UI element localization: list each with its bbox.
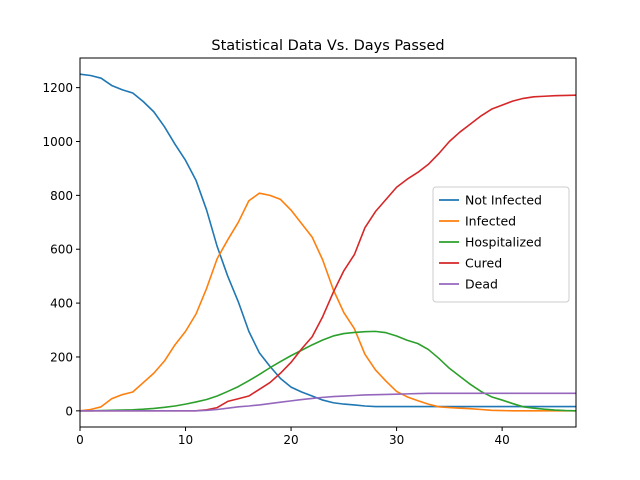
axes-frame xyxy=(79,57,577,428)
x-tick-label: 40 xyxy=(494,433,509,447)
x-tick-label: 30 xyxy=(389,433,404,447)
y-tick-label: 400 xyxy=(50,297,73,311)
legend-label: Dead xyxy=(465,277,498,292)
y-axis: 0 200 400 600 800 1000 1200 xyxy=(42,81,80,418)
legend-label: Infected xyxy=(465,214,516,229)
legend: Not Infected Infected Hospitalized Cured Dea… xyxy=(432,186,570,303)
x-tick-label: 20 xyxy=(283,433,298,447)
series-line-infected xyxy=(79,192,576,412)
legend-label: Not Infected xyxy=(465,193,542,208)
y-tick-label: 600 xyxy=(50,243,73,257)
chart-title: Statistical Data Vs. Days Passed xyxy=(211,38,444,54)
x-tick-label: 10 xyxy=(178,433,193,447)
y-tick-label: 1200 xyxy=(42,81,73,95)
y-tick-label: 800 xyxy=(50,189,73,203)
y-tick-label: 0 xyxy=(65,404,73,418)
y-tick-label: 1000 xyxy=(42,135,73,149)
legend-box xyxy=(432,186,570,303)
series-line-not-infected xyxy=(79,73,576,408)
legend-label: Hospitalized xyxy=(465,235,542,250)
plot-area xyxy=(79,73,577,412)
series-line-hospitalized xyxy=(80,330,577,412)
series-line-dead xyxy=(80,392,576,412)
y-tick-label: 200 xyxy=(50,350,73,364)
legend-label: Cured xyxy=(465,256,502,271)
x-axis: 0 10 20 30 40 xyxy=(76,427,510,447)
x-tick-label: 0 xyxy=(76,433,84,447)
